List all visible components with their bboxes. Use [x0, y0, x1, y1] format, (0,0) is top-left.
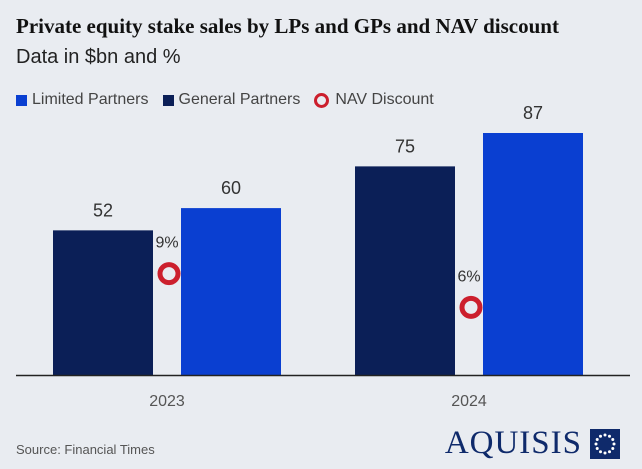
x-tick-label: 2024 — [451, 393, 487, 410]
data-label: 75 — [395, 136, 415, 156]
chart-subtitle: Data in $bn and % — [16, 46, 181, 68]
legend-label: General Partners — [178, 91, 301, 108]
brand-wordmark: AQUISIS — [444, 425, 582, 461]
legend-item-general-partners: General Partners — [162, 91, 301, 109]
nav-discount-label: 6% — [457, 268, 480, 285]
bar-limited-partners-2024 — [483, 133, 583, 375]
x-tick-label: 2023 — [149, 393, 185, 410]
bar-limited-partners-2023 — [181, 208, 281, 375]
data-label: 52 — [93, 200, 113, 220]
legend-swatch-nav-discount — [314, 92, 330, 108]
legend-swatch-limited-partners — [16, 94, 27, 106]
brand: AQUISIS — [445, 425, 620, 462]
nav-discount-marker-2023 — [157, 262, 181, 286]
nav-discount-label: 9% — [155, 235, 178, 252]
chart-title: Private equity stake sales by LPs and GP… — [16, 14, 559, 38]
legend-label: NAV Discount — [335, 91, 434, 108]
legend-item-limited-partners: Limited Partners — [16, 91, 149, 109]
nav-discount-marker-2024 — [459, 295, 483, 319]
bar-general-partners-2023 — [53, 230, 153, 375]
legend-label: Limited Partners — [32, 91, 149, 108]
legend-swatch-general-partners — [162, 94, 174, 106]
bar-general-partners-2024 — [355, 166, 455, 375]
legend-item-nav-discount: NAV Discount — [314, 91, 434, 109]
eu-stars-logo-icon — [590, 428, 620, 459]
data-label: 60 — [221, 178, 241, 198]
source-note: Source: Financial Times — [16, 442, 155, 457]
legend: Limited Partners General Partners NAV Di… — [16, 91, 448, 109]
data-label: 87 — [523, 103, 543, 123]
